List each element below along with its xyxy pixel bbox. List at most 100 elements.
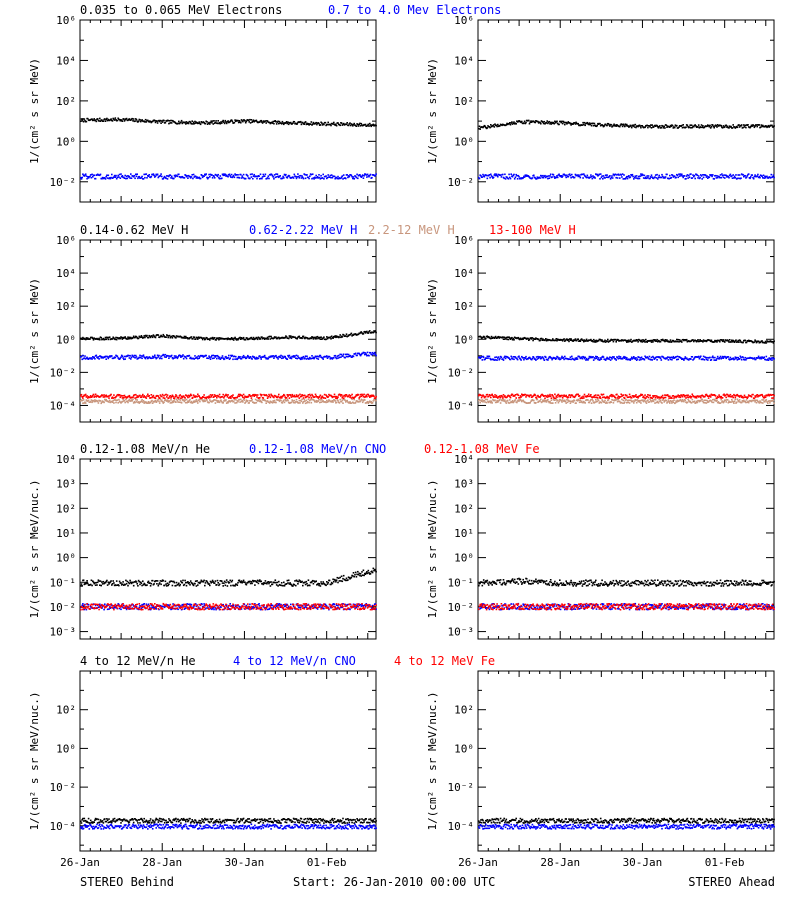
data-point xyxy=(361,332,363,334)
series-13-100-mev-h xyxy=(80,393,377,400)
data-point xyxy=(159,357,162,359)
data-point xyxy=(290,337,293,339)
data-point xyxy=(697,126,699,128)
data-point xyxy=(682,176,684,179)
data-point xyxy=(759,126,762,128)
data-point xyxy=(513,358,515,361)
data-point xyxy=(335,123,337,126)
data-point xyxy=(557,358,560,360)
data-point xyxy=(616,356,619,359)
data-point xyxy=(105,175,107,178)
data-point xyxy=(772,399,775,402)
data-point xyxy=(103,401,105,404)
data-point xyxy=(599,173,602,175)
data-point xyxy=(721,400,724,402)
data-point xyxy=(773,358,775,360)
data-point xyxy=(215,395,217,397)
data-point xyxy=(181,396,184,399)
data-point xyxy=(656,338,658,341)
data-point xyxy=(159,394,162,396)
data-point xyxy=(359,353,361,356)
data-point xyxy=(677,358,679,361)
data-point xyxy=(202,400,205,403)
data-point xyxy=(495,124,498,127)
data-point xyxy=(115,119,117,121)
data-point xyxy=(130,173,132,175)
data-point xyxy=(252,393,255,396)
data-point xyxy=(562,120,565,123)
data-point xyxy=(510,122,512,124)
data-point xyxy=(359,174,361,176)
data-point xyxy=(197,355,200,357)
data-point xyxy=(173,174,176,177)
data-point xyxy=(736,177,739,180)
data-point xyxy=(721,127,724,129)
data-point xyxy=(89,396,91,399)
data-point xyxy=(84,338,87,341)
data-point xyxy=(208,121,210,124)
data-point xyxy=(188,337,191,340)
data-point xyxy=(621,173,624,175)
data-point xyxy=(299,393,301,396)
data-point xyxy=(574,173,577,176)
data-point xyxy=(224,394,227,397)
data-point xyxy=(483,336,486,338)
data-point xyxy=(516,401,518,404)
data-point xyxy=(342,397,345,399)
data-point xyxy=(92,356,94,358)
data-point xyxy=(135,356,138,358)
data-point xyxy=(561,175,564,177)
data-point xyxy=(137,395,140,398)
data-point xyxy=(308,124,310,126)
data-point xyxy=(574,338,577,340)
data-point xyxy=(181,122,184,125)
data-point xyxy=(139,354,141,357)
data-point xyxy=(299,402,301,404)
data-point xyxy=(702,125,704,127)
data-point xyxy=(592,359,595,361)
data-point xyxy=(252,175,255,177)
data-point xyxy=(714,340,717,343)
data-point xyxy=(693,174,696,177)
data-point xyxy=(286,177,289,179)
data-point xyxy=(104,120,107,122)
data-point xyxy=(692,174,694,176)
data-point xyxy=(337,357,339,359)
data-point xyxy=(129,354,131,357)
data-point xyxy=(177,401,179,403)
data-point xyxy=(579,399,582,402)
data-point xyxy=(366,330,368,333)
data-point xyxy=(128,336,131,339)
data-point xyxy=(285,173,287,176)
data-point xyxy=(323,178,325,180)
data-point xyxy=(542,122,545,125)
data-point xyxy=(583,400,585,403)
data-point xyxy=(216,357,218,360)
data-point xyxy=(539,177,541,179)
data-point xyxy=(242,120,244,123)
data-point xyxy=(486,398,489,401)
data-point xyxy=(612,124,615,127)
data-point xyxy=(147,357,150,359)
data-point xyxy=(120,173,122,175)
data-point xyxy=(352,177,354,180)
data-point xyxy=(757,355,760,358)
data-point xyxy=(157,176,160,179)
data-point xyxy=(144,357,147,360)
data-point xyxy=(278,393,280,396)
data-point xyxy=(233,355,236,358)
data-point xyxy=(366,351,369,354)
data-point xyxy=(715,124,718,127)
data-point xyxy=(669,358,672,361)
data-point xyxy=(627,341,629,343)
data-point xyxy=(716,126,718,128)
data-point xyxy=(175,356,178,359)
data-point xyxy=(541,176,543,179)
data-point xyxy=(721,401,723,403)
data-point xyxy=(625,358,627,361)
data-point xyxy=(135,118,138,121)
data-point xyxy=(525,174,528,176)
data-point xyxy=(218,401,221,404)
data-point xyxy=(307,394,310,396)
data-point xyxy=(635,126,637,129)
